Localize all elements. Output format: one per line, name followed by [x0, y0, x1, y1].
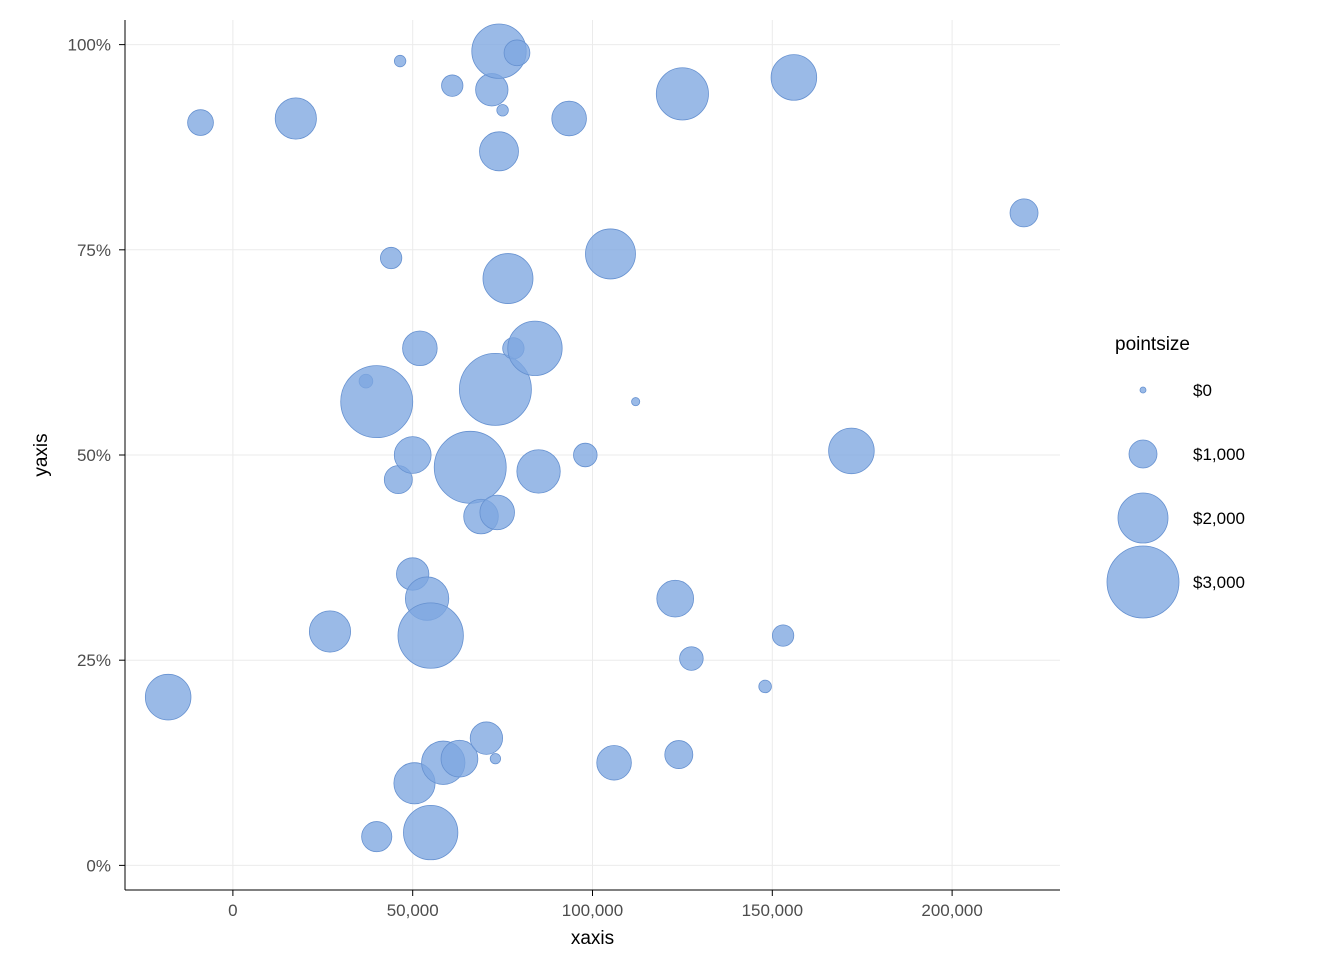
data-point — [597, 745, 632, 780]
legend-swatch — [1129, 440, 1157, 468]
data-point — [403, 805, 457, 859]
data-point — [442, 75, 463, 96]
data-point — [380, 247, 401, 268]
legend: pointsize $0 $1,000 $2,000 $3,000 — [1107, 334, 1245, 618]
data-point — [275, 98, 316, 139]
data-point — [480, 495, 515, 530]
data-point — [680, 647, 704, 671]
legend-label: $1,000 — [1193, 445, 1245, 464]
data-point — [1010, 199, 1038, 227]
data-point — [394, 55, 406, 67]
data-point — [362, 822, 392, 852]
data-point — [517, 450, 560, 493]
y-tick-label: 25% — [77, 651, 111, 670]
data-point — [470, 722, 502, 754]
data-point — [394, 437, 431, 474]
y-tick-label: 0% — [86, 856, 111, 875]
data-point — [309, 611, 350, 652]
data-point — [585, 229, 635, 279]
data-point — [490, 753, 500, 763]
y-tick-label: 50% — [77, 446, 111, 465]
y-tick-label: 75% — [77, 241, 111, 260]
data-point — [483, 254, 533, 304]
bubble-chart: 0 50,000 100,000 150,000 200,000 0% 25% 50% 75% 1… — [0, 0, 1344, 960]
legend-label: $3,000 — [1193, 573, 1245, 592]
legend-label: $0 — [1193, 381, 1212, 400]
data-point — [772, 625, 793, 646]
x-tick-label: 0 — [228, 901, 237, 920]
y-tick-label: 100% — [68, 36, 111, 55]
data-point — [508, 321, 562, 375]
data-point — [552, 101, 587, 136]
data-point — [480, 132, 519, 171]
y-axis-title: yaxis — [31, 433, 52, 476]
legend-swatch — [1118, 493, 1168, 543]
data-point — [434, 431, 506, 503]
legend-title: pointsize — [1115, 334, 1190, 355]
x-tick-label: 200,000 — [921, 901, 982, 920]
data-point — [771, 55, 817, 101]
data-point — [829, 428, 875, 474]
data-point — [504, 40, 530, 66]
data-point — [398, 603, 463, 668]
x-tick-label: 150,000 — [742, 901, 803, 920]
legend-swatch — [1107, 546, 1179, 618]
data-point — [632, 398, 640, 406]
data-point — [497, 105, 509, 117]
data-point — [403, 331, 438, 366]
x-tick-label: 50,000 — [387, 901, 439, 920]
data-point — [665, 741, 693, 769]
data-point — [657, 580, 694, 617]
data-point — [341, 366, 413, 438]
x-tick-label: 100,000 — [562, 901, 623, 920]
legend-swatch — [1140, 387, 1146, 393]
x-axis-title: xaxis — [571, 928, 614, 949]
legend-label: $2,000 — [1193, 509, 1245, 528]
data-point — [145, 674, 191, 720]
chart-svg: 0 50,000 100,000 150,000 200,000 0% 25% 50% 75% 1… — [0, 0, 1344, 960]
data-point — [574, 443, 598, 467]
data-point — [656, 68, 708, 120]
data-point — [188, 110, 214, 136]
data-point — [759, 680, 772, 693]
